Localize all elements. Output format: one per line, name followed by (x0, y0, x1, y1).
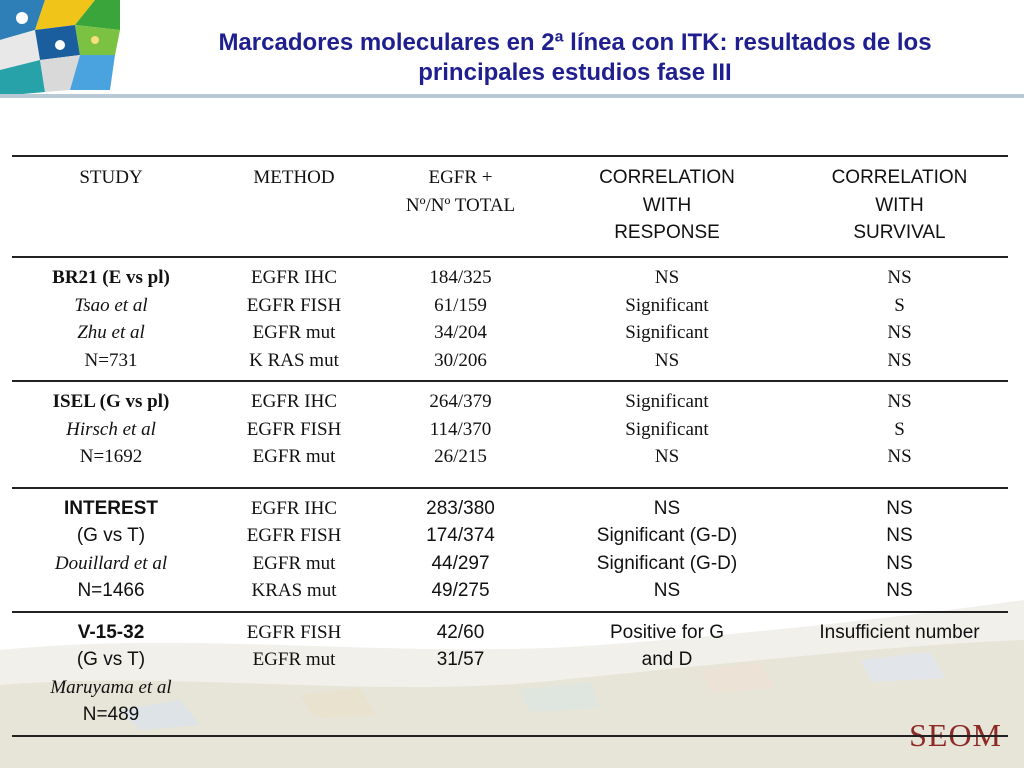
header-method: METHOD (253, 167, 335, 188)
cell-study: INTEREST (G vs T) Douillard et al N=1466 (54, 497, 168, 602)
table-row-v1532: V-15-32 (G vs T) Maruyama et al N=489 EG… (12, 612, 1008, 736)
title-divider (0, 94, 1024, 98)
seom-logo: SEOM (909, 717, 1002, 753)
table-row-isel: ISEL (G vs pl) Hirsch et al N=1692 EGFR … (12, 381, 1008, 488)
cell-egfr: 184/325 61/159 34/204 30/206 (429, 267, 492, 371)
cell-method: EGFR FISH EGFR mut (246, 621, 342, 671)
title-line-2: principales estudios fase III (418, 59, 732, 86)
table-row-br21: BR21 (E vs pl) Tsao et al Zhu et al N=73… (12, 257, 1008, 381)
mosaic-background (0, 600, 1024, 768)
cell-survival: NS S NS (887, 391, 912, 467)
cell-survival: NS S NS NS (887, 267, 912, 371)
cell-egfr: 42/60 31/57 (436, 621, 485, 671)
cell-study: BR21 (E vs pl) Tsao et al Zhu et al N=73… (52, 267, 170, 371)
header-response: CORRELATION WITH RESPONSE (599, 167, 735, 243)
cell-survival: Insufficient number (819, 621, 980, 643)
table-row-interest: INTEREST (G vs T) Douillard et al N=1466… (12, 488, 1008, 612)
cell-study: V-15-32 (G vs T) Maruyama et al N=489 (50, 621, 172, 726)
header-study: STUDY (79, 167, 143, 188)
table-header-row: STUDY METHOD EGFR + Nº/Nº TOTAL CORRELAT… (12, 156, 1008, 257)
cell-response: NS Significant (G-D) Significant (G-D) N… (596, 497, 738, 602)
cell-egfr: 283/380 174/374 44/297 49/275 (426, 497, 495, 602)
cell-survival: NS NS NS NS (886, 497, 913, 602)
cell-method: EGFR IHC EGFR FISH EGFR mut (246, 391, 342, 467)
cell-response: Positive for G and D (609, 621, 725, 671)
study-results-table: STUDY METHOD EGFR + Nº/Nº TOTAL CORRELAT… (12, 155, 1008, 737)
header-egfr: EGFR + Nº/Nº TOTAL (405, 167, 516, 216)
slide-title: Marcadores moleculares en 2ª línea con I… (135, 28, 1015, 88)
cell-egfr: 264/379 114/370 26/215 (429, 391, 492, 467)
cell-study: ISEL (G vs pl) Hirsch et al N=1692 (52, 391, 170, 467)
cell-response: NS Significant Significant NS (625, 267, 709, 371)
cell-response: Significant Significant NS (625, 391, 709, 467)
title-line-1: Marcadores moleculares en 2ª línea con I… (218, 29, 932, 56)
mosaic-logo (0, 0, 120, 96)
header-survival: CORRELATION WITH SURVIVAL (831, 167, 968, 243)
cell-method: EGFR IHC EGFR FISH EGFR mut KRAS mut (246, 497, 342, 602)
cell-method: EGFR IHC EGFR FISH EGFR mut K RAS mut (246, 267, 342, 371)
